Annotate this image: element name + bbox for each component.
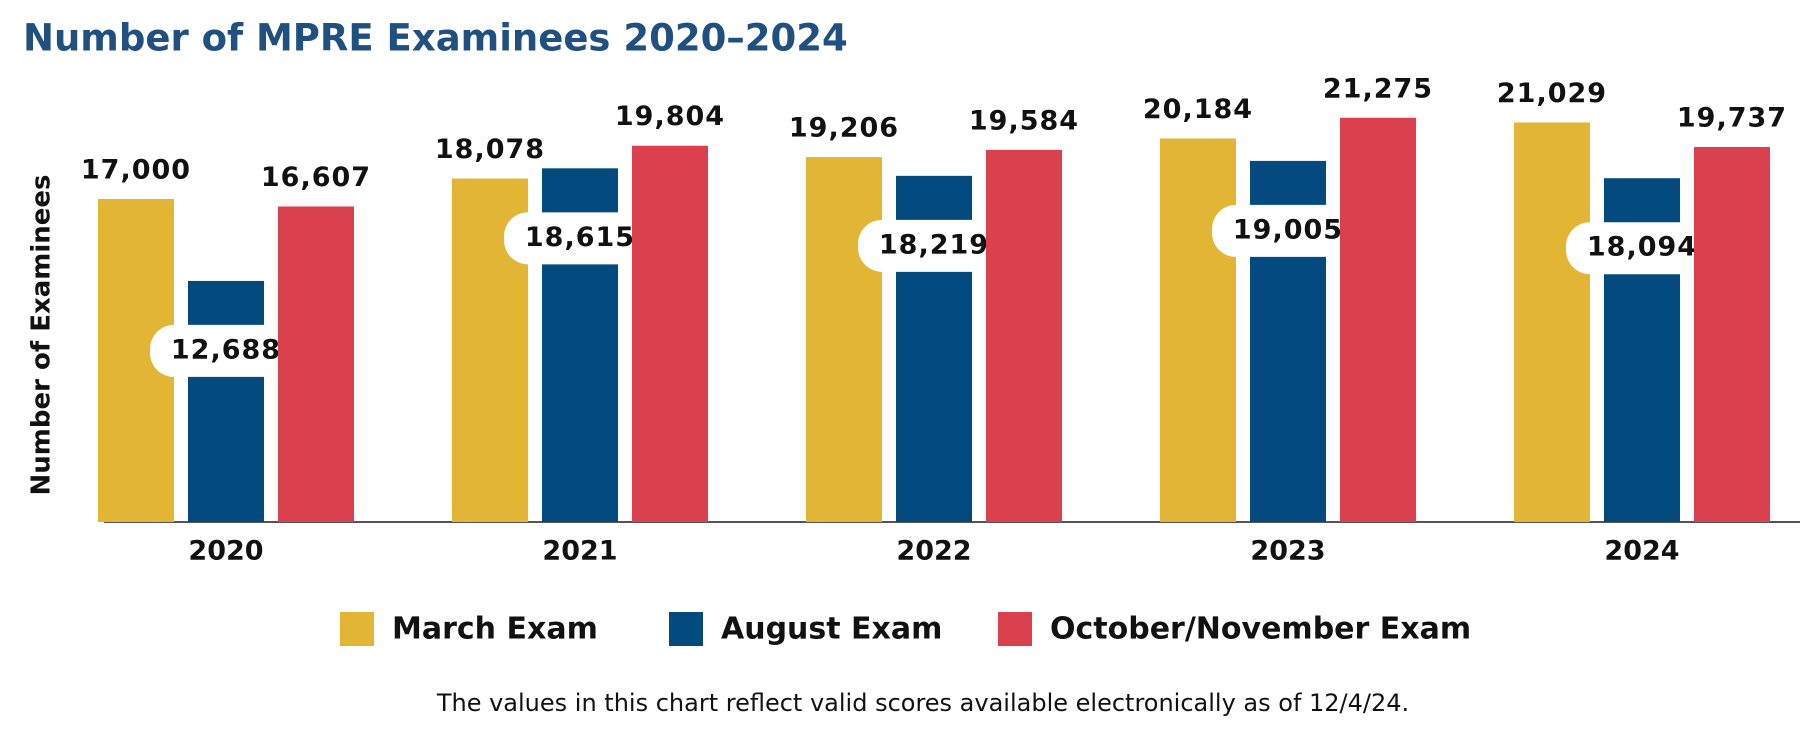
label-box: [1566, 222, 1718, 275]
legend-swatch: [340, 612, 374, 646]
value-label: 19,737: [1677, 102, 1787, 133]
y-axis-label: Number of Examinees: [27, 174, 57, 495]
value-label: 12,688: [171, 334, 281, 365]
legend-swatch: [998, 612, 1032, 646]
value-label: 17,000: [81, 155, 191, 186]
value-label: 19,206: [789, 113, 899, 144]
footnote: The values in this chart reflect valid s…: [436, 689, 1409, 717]
bar: [188, 280, 264, 522]
value-label: 18,615: [525, 222, 635, 253]
legend-label: August Exam: [721, 612, 942, 647]
value-label: 18,219: [879, 229, 989, 260]
legend-label: March Exam: [392, 612, 598, 647]
value-label: 18,094: [1587, 232, 1697, 263]
bar: [1160, 138, 1236, 522]
bar: [806, 157, 882, 522]
x-tick-label: 2023: [1250, 536, 1325, 567]
legend-swatch: [669, 612, 703, 646]
value-label: 19,584: [969, 105, 1079, 136]
value-label: 21,275: [1323, 73, 1433, 104]
bar: [1514, 122, 1590, 522]
value-label: 21,029: [1497, 78, 1607, 109]
bar: [1694, 146, 1770, 522]
legend-label: October/November Exam: [1050, 612, 1471, 647]
value-label: 19,005: [1233, 214, 1343, 245]
bar: [278, 206, 354, 523]
value-label: 16,607: [261, 162, 371, 193]
label-box: [1212, 204, 1364, 257]
x-tick-label: 2021: [542, 536, 617, 567]
x-tick-label: 2020: [188, 536, 263, 567]
bar: [632, 145, 708, 522]
label-box: [504, 212, 656, 265]
label-box: [858, 219, 1010, 272]
value-label: 19,804: [615, 101, 725, 132]
x-tick-label: 2022: [896, 536, 971, 567]
chart-title: Number of MPRE Examinees 2020–2024: [23, 17, 848, 60]
x-tick-label: 2024: [1604, 536, 1679, 567]
value-label: 20,184: [1143, 94, 1253, 125]
bar: [1340, 117, 1416, 523]
bar: [986, 149, 1062, 523]
value-label: 18,078: [435, 134, 545, 165]
label-box: [150, 324, 302, 377]
